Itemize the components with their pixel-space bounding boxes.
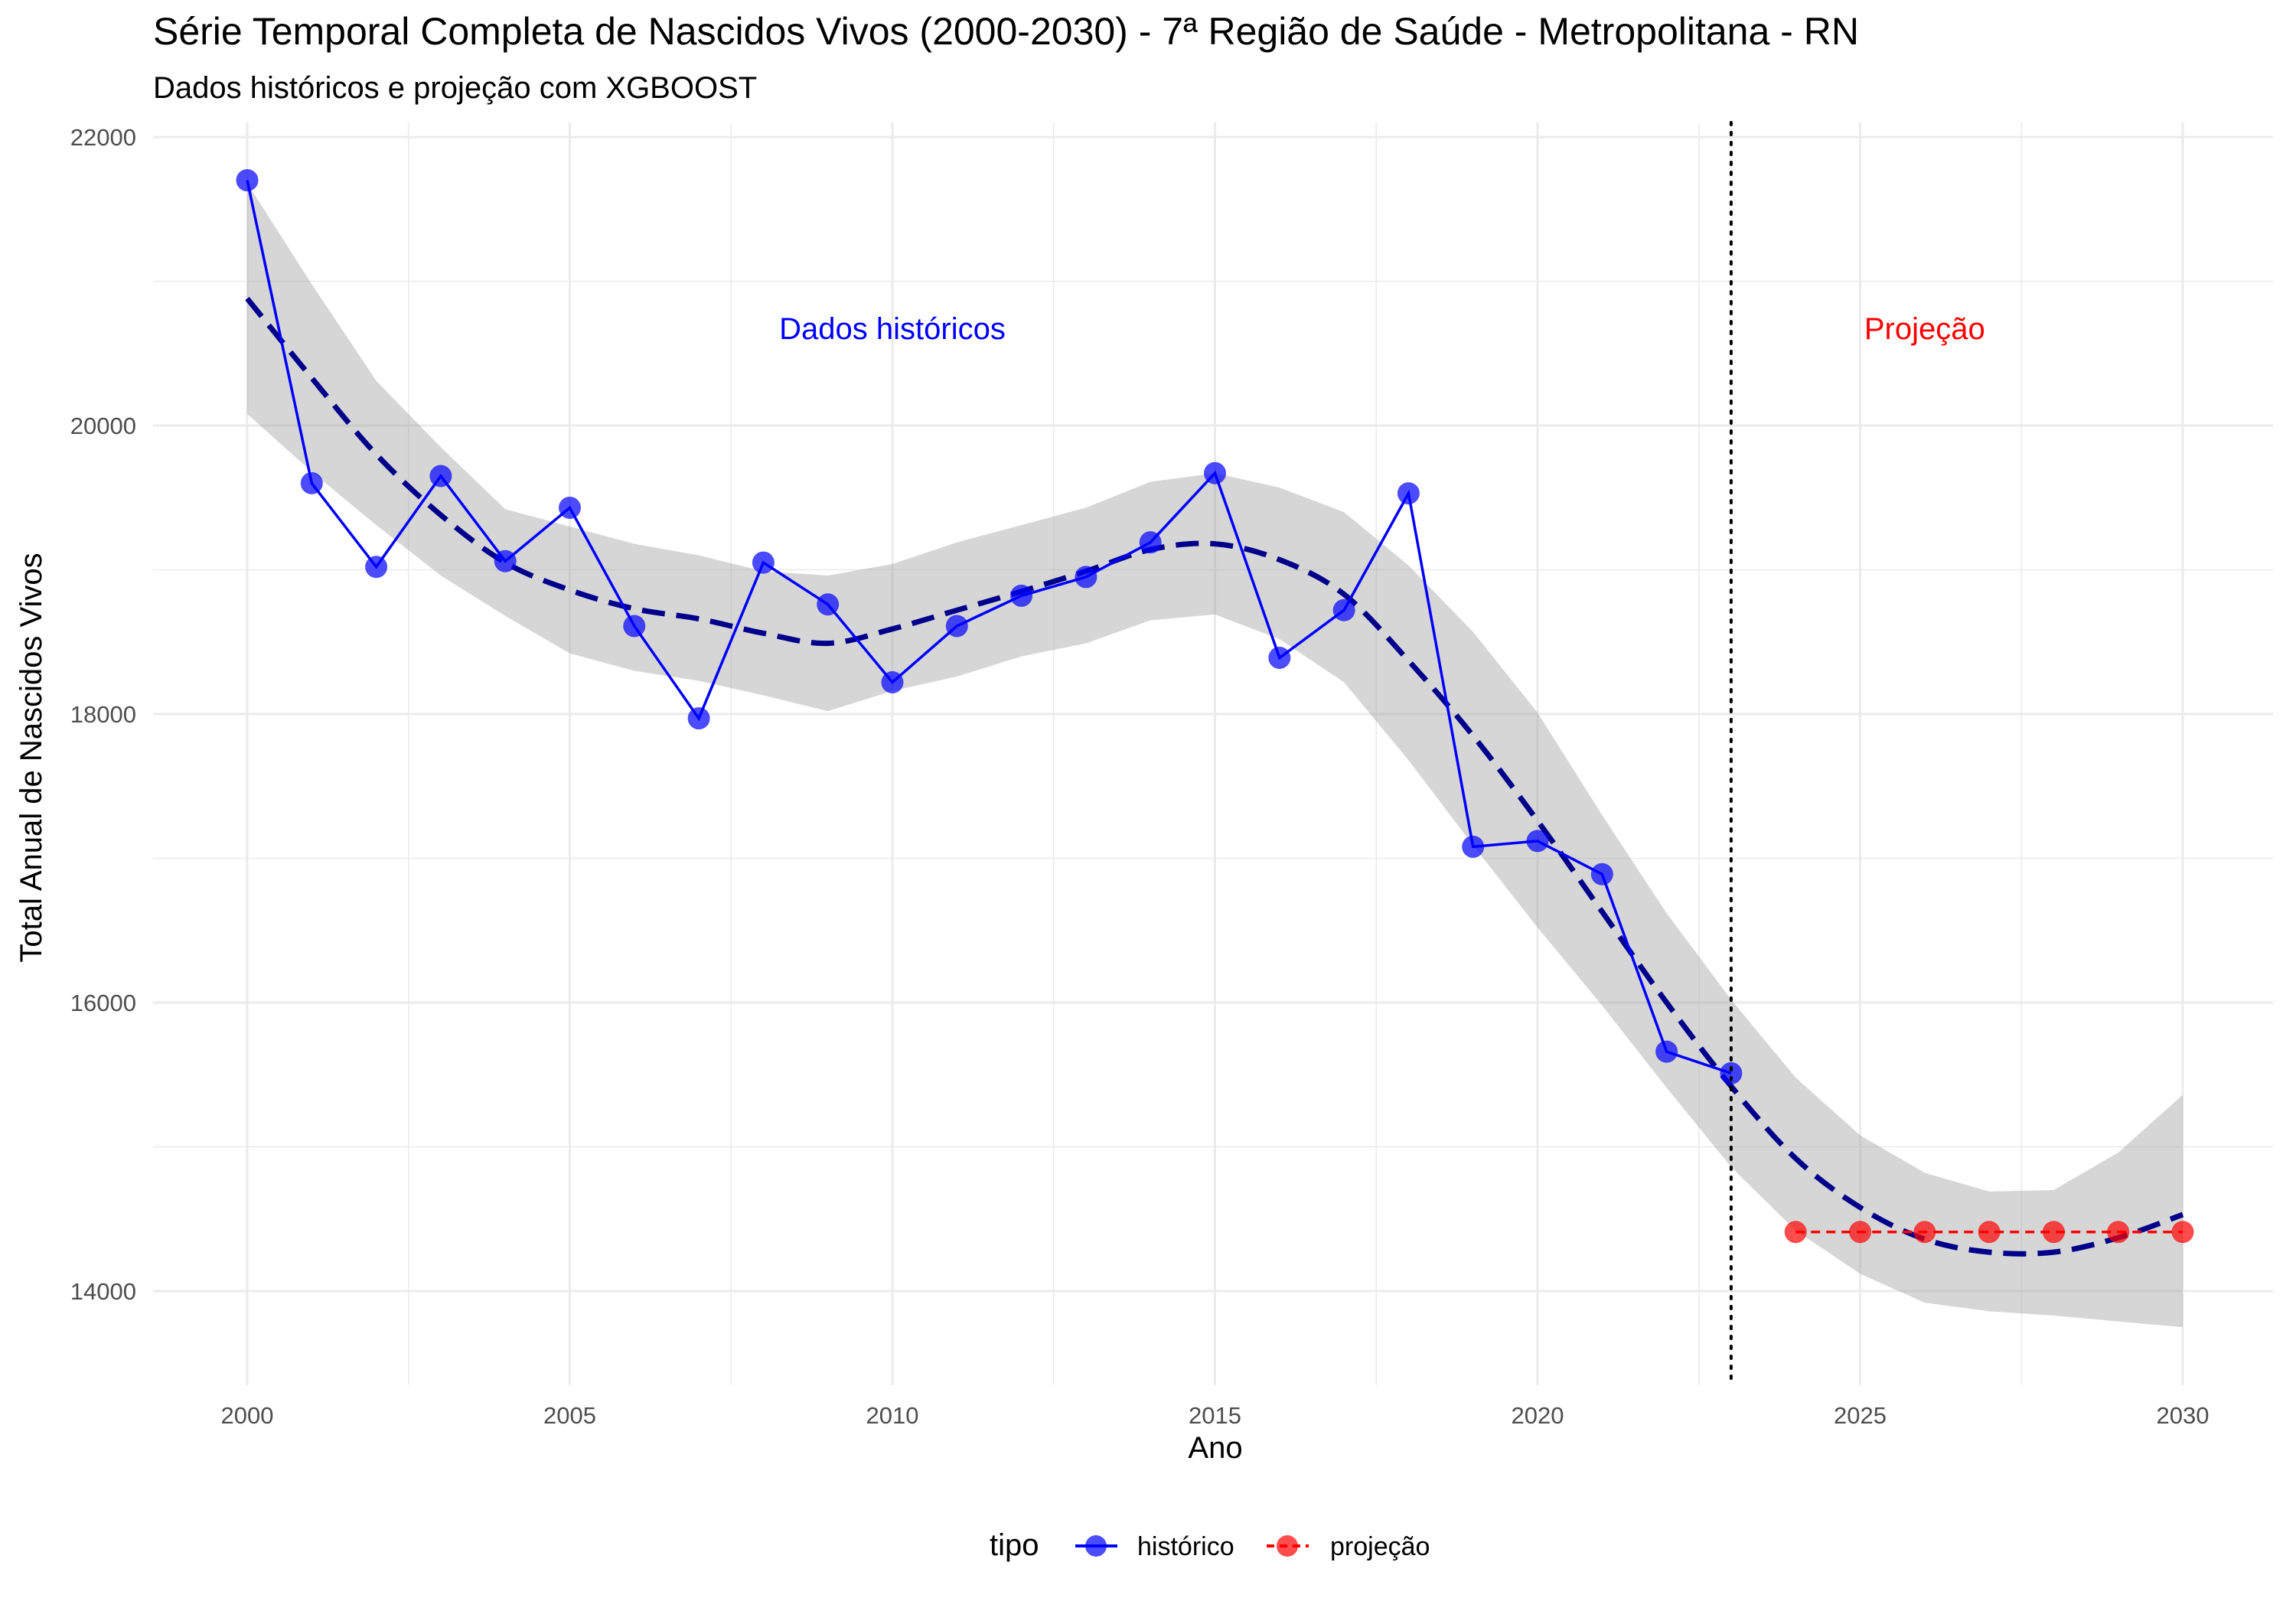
chart-subtitle: Dados históricos e projeção com XGBOOST — [153, 71, 757, 105]
data-point-historico-2019 — [1462, 835, 1485, 858]
data-point-historico-2021 — [1590, 863, 1613, 885]
data-point-historico-2017 — [1332, 598, 1355, 621]
trend-line — [245, 296, 2184, 1257]
x-axis-label: Ano — [1188, 1431, 1242, 1465]
legend-label-historico: histórico — [1137, 1532, 1234, 1561]
data-point-historico-2003 — [429, 465, 452, 488]
legend-item-historico: histórico — [1075, 1532, 1234, 1561]
x-tick-label-2030: 2030 — [2157, 1402, 2210, 1429]
data-point-historico-2012 — [1010, 584, 1033, 607]
legend-label-projecao: projeção — [1330, 1532, 1430, 1561]
data-point-projecao-2025 — [1849, 1221, 1871, 1244]
data-point-historico-2001 — [300, 471, 323, 494]
data-point-historico-2013 — [1075, 566, 1097, 589]
annotation-dados-historicos: Dados históricos — [779, 312, 1006, 346]
data-point-historico-2015 — [1204, 461, 1226, 484]
data-point-projecao-2026 — [1913, 1221, 1936, 1244]
y-tick-label-16000: 16000 — [70, 990, 136, 1016]
data-point-historico-2016 — [1268, 646, 1291, 669]
data-point-historico-2004 — [494, 550, 517, 572]
data-point-historico-2023 — [1720, 1061, 1743, 1084]
data-point-historico-2022 — [1655, 1040, 1678, 1063]
data-point-projecao-2028 — [2042, 1221, 2065, 1244]
legend-item-projecao: projeção — [1267, 1532, 1430, 1561]
x-tick-label-2025: 2025 — [1834, 1402, 1887, 1429]
data-point-historico-2009 — [817, 593, 840, 616]
x-tick-label-2000: 2000 — [221, 1402, 274, 1429]
legend: tipo histórico projeção — [990, 1528, 1430, 1562]
data-point-historico-2010 — [881, 671, 904, 694]
data-point-historico-2014 — [1139, 531, 1162, 554]
x-tick-label-2005: 2005 — [543, 1402, 596, 1429]
confidence-band — [247, 183, 2183, 1328]
legend-title: tipo — [990, 1528, 1039, 1562]
y-axis-label: Total Anual de Nascidos Vivos — [15, 553, 48, 962]
data-point-projecao-2027 — [1978, 1221, 2001, 1244]
data-point-historico-2008 — [752, 551, 775, 574]
data-point-historico-2011 — [945, 615, 968, 638]
data-point-projecao-2024 — [1784, 1221, 1807, 1244]
y-tick-label-20000: 20000 — [70, 413, 136, 439]
annotation-projecao: Projeção — [1864, 312, 1985, 346]
data-point-historico-2007 — [687, 707, 710, 730]
plot-area: Dados históricos Projeção 2000 2005 2010 2015… — [70, 121, 2273, 1429]
y-tick-label-14000: 14000 — [70, 1278, 136, 1305]
x-tick-label-2010: 2010 — [866, 1402, 919, 1429]
data-point-projecao-2030 — [2171, 1221, 2194, 1244]
data-point-projecao-2029 — [2107, 1221, 2130, 1244]
y-tick-label-22000: 22000 — [70, 124, 136, 151]
data-point-historico-2018 — [1397, 482, 1420, 505]
data-point-historico-2005 — [559, 496, 581, 519]
x-tick-label-2020: 2020 — [1512, 1402, 1564, 1429]
data-point-historico-2006 — [623, 615, 646, 638]
legend-key-point-projecao — [1277, 1535, 1298, 1557]
legend-key-point-historico — [1085, 1535, 1107, 1557]
chart-title: Série Temporal Completa de Nascidos Vivo… — [153, 10, 1859, 53]
x-tick-label-2015: 2015 — [1189, 1402, 1241, 1429]
data-point-historico-2000 — [236, 169, 259, 192]
y-tick-label-18000: 18000 — [70, 701, 136, 728]
data-point-historico-2020 — [1526, 830, 1549, 853]
data-point-historico-2002 — [365, 556, 388, 579]
